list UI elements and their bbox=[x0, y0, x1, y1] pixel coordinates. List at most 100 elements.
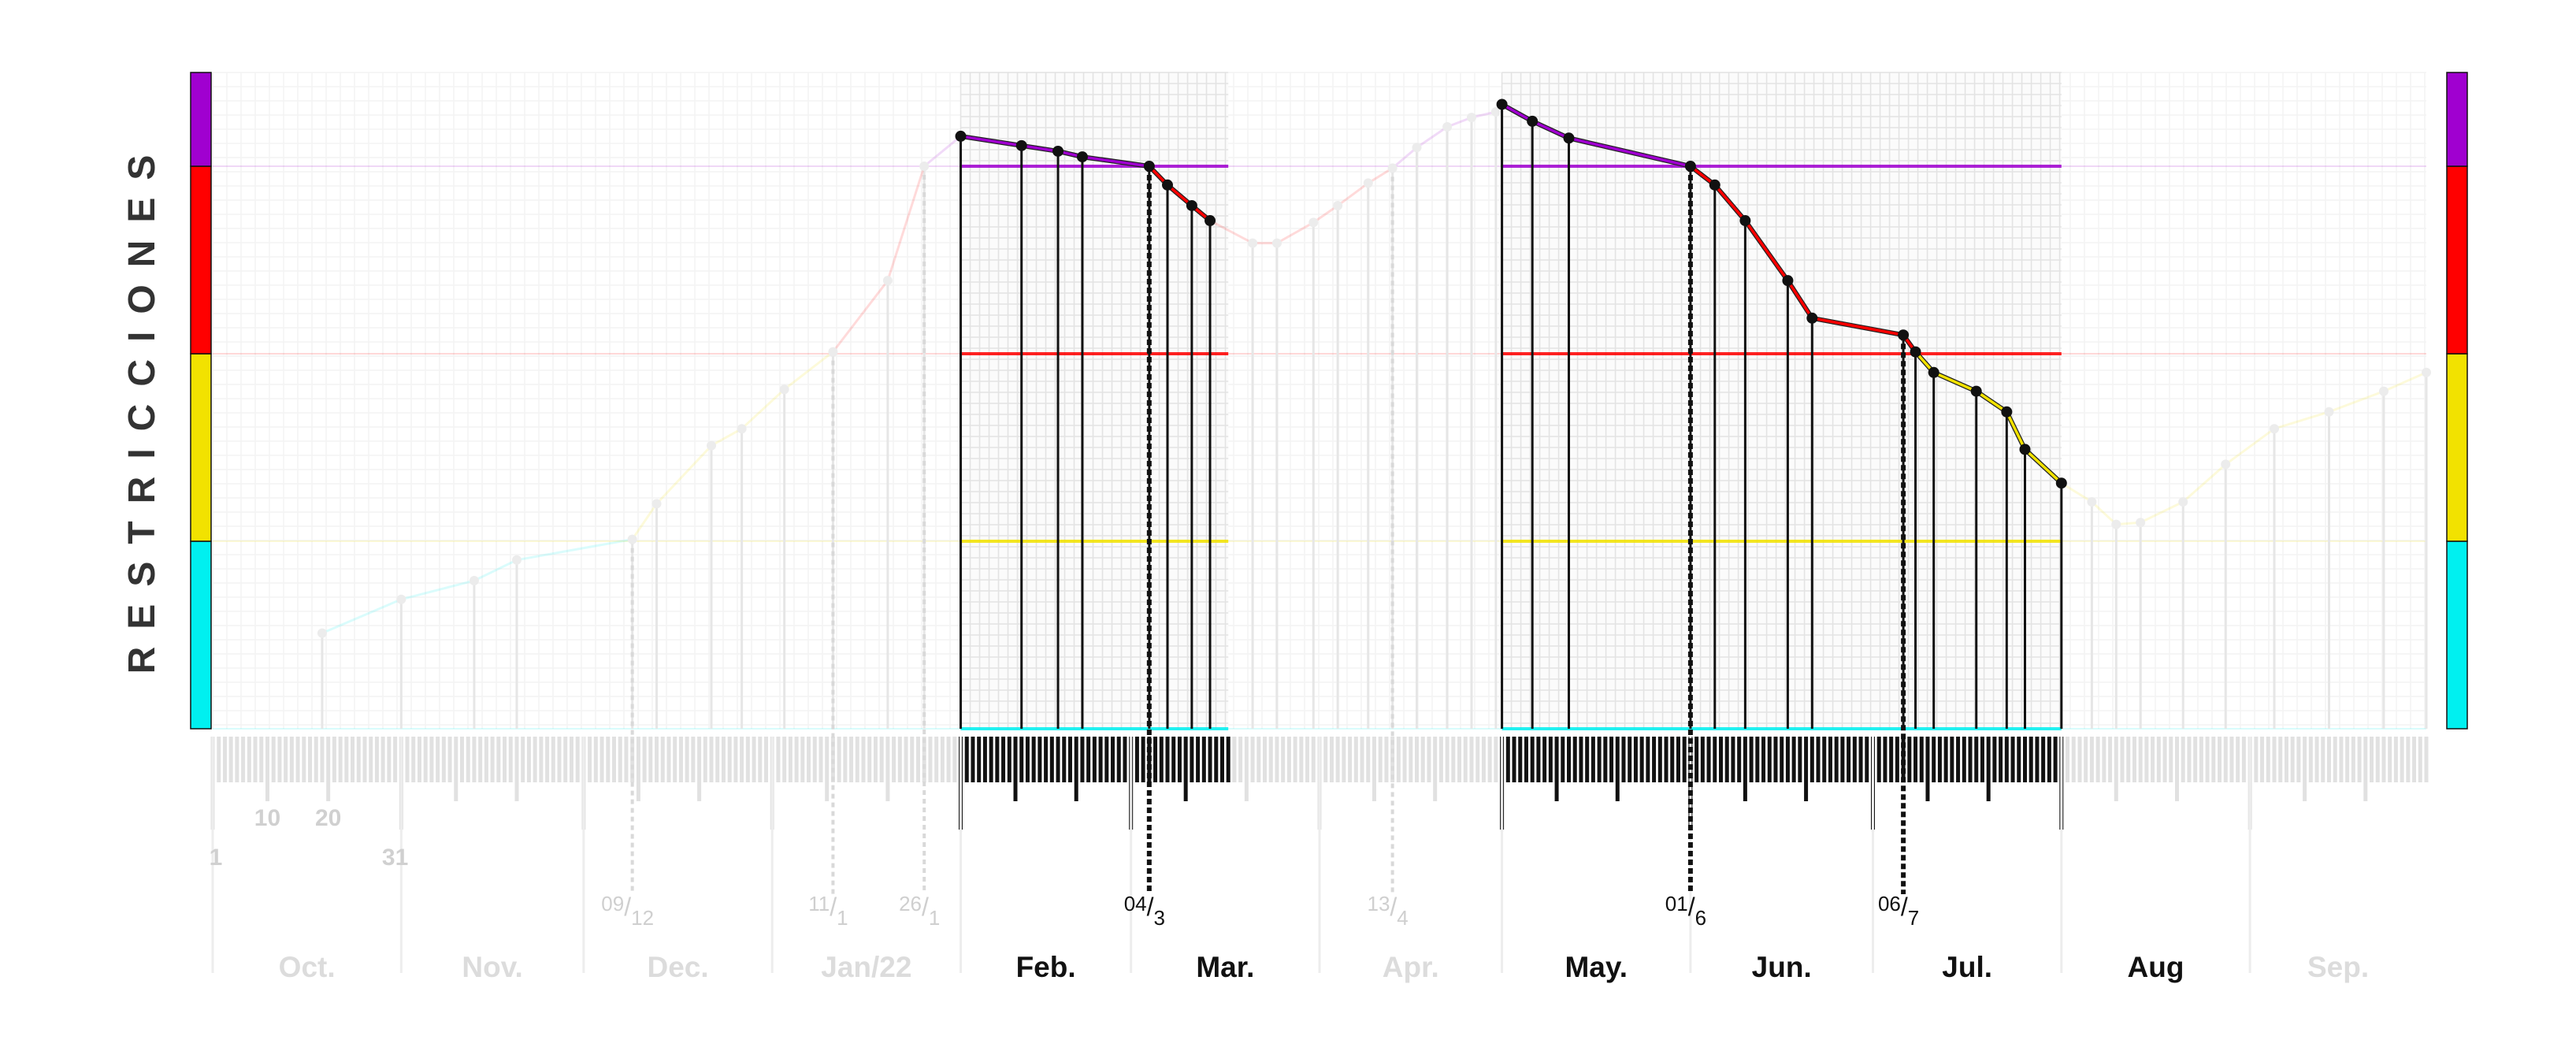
series-segment-faint bbox=[741, 388, 785, 430]
data-point bbox=[1910, 346, 1921, 358]
data-point bbox=[1052, 145, 1064, 157]
data-point bbox=[2136, 518, 2146, 528]
data-point bbox=[1466, 113, 1476, 123]
data-point bbox=[955, 130, 967, 142]
series-segment-faint bbox=[783, 351, 834, 391]
data-point bbox=[511, 555, 522, 565]
series-segment-faint bbox=[400, 579, 475, 601]
data-point bbox=[1162, 179, 1174, 191]
data-points bbox=[317, 98, 2431, 638]
data-point bbox=[469, 575, 479, 585]
day-label: 20 bbox=[315, 805, 341, 831]
series-segment bbox=[1974, 389, 2009, 414]
date-marker-label: 01/6 bbox=[1665, 892, 1706, 930]
background-grid bbox=[212, 72, 2426, 729]
data-point bbox=[1490, 106, 1501, 117]
series-segment-faint bbox=[2273, 410, 2329, 430]
data-point bbox=[1186, 199, 1197, 211]
data-point bbox=[2221, 459, 2231, 470]
data-point bbox=[737, 424, 747, 434]
data-point bbox=[1709, 179, 1720, 191]
data-point bbox=[2178, 497, 2188, 507]
date-marker-label: 04/3 bbox=[1124, 892, 1165, 930]
series-segment-faint bbox=[473, 559, 518, 582]
y-axis-label: RESTRICCIONES bbox=[121, 138, 163, 674]
data-point bbox=[1898, 329, 1910, 341]
date-marker-label: 26/1 bbox=[899, 892, 940, 930]
data-point bbox=[396, 594, 406, 604]
series-segment-faint bbox=[2225, 427, 2275, 466]
data-point bbox=[1563, 132, 1575, 144]
data-point bbox=[2422, 367, 2431, 377]
data-point bbox=[1015, 139, 1027, 151]
month-label: Jun. bbox=[1752, 951, 1812, 983]
highlight-grid bbox=[960, 72, 2062, 729]
data-point bbox=[2019, 444, 2031, 455]
data-point bbox=[2087, 497, 2097, 507]
data-point bbox=[919, 162, 930, 171]
data-point bbox=[1143, 161, 1155, 172]
month-label: Mar. bbox=[1196, 951, 1254, 983]
data-point bbox=[1248, 238, 1258, 248]
day-label: 1 bbox=[210, 845, 223, 871]
series-segment-faint bbox=[2091, 500, 2118, 525]
series-segment-faint bbox=[1367, 167, 1394, 184]
month-label: May. bbox=[1565, 951, 1628, 983]
level-bar-right bbox=[2446, 72, 2468, 167]
series-segment bbox=[1743, 219, 1790, 282]
series-segment-faint bbox=[2383, 371, 2427, 392]
highlight-area bbox=[960, 72, 1229, 729]
series-segment bbox=[1531, 120, 1571, 140]
series-segment bbox=[959, 135, 1023, 147]
month-label: Feb. bbox=[1016, 951, 1076, 983]
series-segment-faint bbox=[923, 135, 962, 168]
series-segment-faint bbox=[886, 165, 926, 281]
level-bar-left bbox=[190, 72, 212, 167]
data-stems bbox=[321, 104, 2428, 729]
series-segment bbox=[1500, 102, 1534, 123]
series-segment-faint bbox=[1416, 125, 1448, 149]
month-label: Aug bbox=[2128, 951, 2184, 983]
date-marker-label: 13/4 bbox=[1367, 892, 1408, 930]
data-point bbox=[1412, 143, 1422, 153]
level-bar-left bbox=[190, 165, 212, 355]
data-point bbox=[1271, 238, 1282, 248]
date-marker-label: 11/1 bbox=[808, 892, 848, 930]
data-point bbox=[707, 440, 717, 451]
data-point bbox=[317, 628, 327, 638]
series-segment bbox=[1081, 155, 1151, 168]
day-labels: 1 10 20 31 bbox=[210, 805, 409, 871]
data-point bbox=[651, 499, 662, 509]
month-label: Jan/22 bbox=[821, 951, 911, 983]
data-point bbox=[1387, 163, 1397, 173]
series-segment-faint bbox=[1276, 221, 1315, 244]
level-bar-left bbox=[190, 540, 212, 730]
series-segment-faint bbox=[832, 280, 889, 353]
month-label: Nov. bbox=[462, 951, 522, 983]
day-ticks bbox=[210, 737, 2429, 973]
series-segment-faint bbox=[516, 538, 633, 562]
data-point bbox=[882, 276, 893, 286]
level-bars bbox=[190, 72, 2468, 730]
data-point bbox=[1076, 151, 1088, 163]
series-segment-faint bbox=[2061, 481, 2093, 503]
date-marker-label: 09/12 bbox=[601, 892, 654, 930]
level-bar-right bbox=[2446, 540, 2468, 730]
data-point bbox=[1527, 115, 1539, 127]
series-segment bbox=[1810, 317, 1905, 336]
data-point bbox=[1363, 178, 1373, 188]
data-point bbox=[1308, 217, 1319, 228]
data-point bbox=[828, 347, 838, 357]
month-label: Jul. bbox=[1942, 951, 1992, 983]
data-point bbox=[1442, 122, 1453, 132]
series-segment-faint bbox=[1337, 182, 1369, 207]
data-point bbox=[2378, 386, 2389, 396]
series-segment bbox=[2023, 447, 2063, 485]
data-point bbox=[2270, 424, 2280, 434]
series-segment-faint bbox=[1391, 147, 1418, 169]
data-point bbox=[1739, 215, 1751, 227]
month-label: Oct. bbox=[279, 951, 336, 983]
data-point bbox=[779, 384, 789, 395]
series-segment-faint bbox=[1209, 219, 1253, 244]
